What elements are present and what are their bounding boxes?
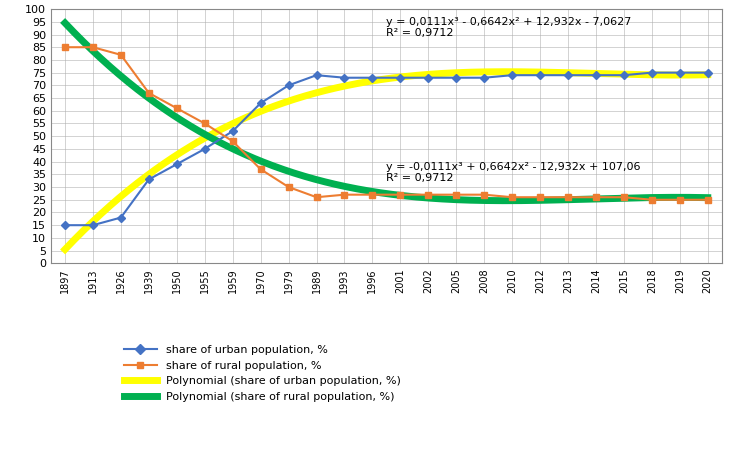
share of urban population, % (173, 162, 182, 167)
share of urban population, % (620, 73, 628, 78)
share of urban population, % (396, 75, 405, 80)
share of rural population, % (61, 44, 69, 50)
share of rural population, % (89, 44, 98, 50)
share of rural population, % (703, 197, 712, 202)
share of urban population, % (507, 73, 516, 78)
share of rural population, % (620, 194, 628, 200)
share of urban population, % (592, 73, 601, 78)
Polynomial (share of rural population, %) (366, 188, 375, 194)
Polynomial (share of urban population, %) (589, 71, 598, 76)
share of urban population, % (284, 83, 293, 88)
share of rural population, % (647, 197, 656, 202)
share of urban population, % (647, 70, 656, 75)
Polynomial (share of rural population, %) (443, 197, 452, 202)
share of urban population, % (368, 75, 377, 80)
share of rural population, % (675, 197, 684, 202)
Polynomial (share of urban population, %) (501, 69, 510, 74)
share of urban population, % (536, 73, 545, 78)
share of rural population, % (228, 138, 237, 144)
share of rural population, % (564, 194, 572, 200)
Line: Polynomial (share of rural population, %): Polynomial (share of rural population, %… (65, 23, 708, 201)
Text: y = -0,0111x³ + 0,6642x² - 12,932x + 107,06
R² = 0,9712: y = -0,0111x³ + 0,6642x² - 12,932x + 107… (386, 162, 641, 183)
share of rural population, % (536, 194, 545, 200)
share of urban population, % (117, 215, 125, 220)
share of rural population, % (592, 194, 601, 200)
Polynomial (share of rural population, %) (408, 194, 417, 199)
share of rural population, % (144, 90, 153, 96)
share of urban population, % (257, 100, 265, 106)
Polynomial (share of rural population, %) (370, 189, 378, 194)
Text: y = 0,0111x³ - 0,6642x² + 12,932x - 7,0627
R² = 0,9712: y = 0,0111x³ - 0,6642x² + 12,932x - 7,06… (386, 17, 632, 38)
Polynomial (share of urban population, %) (689, 72, 698, 78)
Line: share of rural population, %: share of rural population, % (62, 44, 711, 202)
share of urban population, % (424, 75, 433, 80)
Polynomial (share of urban population, %) (61, 247, 69, 252)
Polynomial (share of rural population, %) (501, 198, 510, 203)
share of rural population, % (452, 192, 461, 197)
share of urban population, % (564, 73, 572, 78)
Polynomial (share of urban population, %) (443, 70, 452, 76)
share of rural population, % (396, 192, 405, 197)
Polynomial (share of urban population, %) (370, 78, 378, 84)
Polynomial (share of rural population, %) (703, 195, 712, 200)
share of rural population, % (368, 192, 377, 197)
share of urban population, % (61, 222, 69, 228)
share of urban population, % (452, 75, 461, 80)
share of rural population, % (340, 192, 348, 197)
Legend: share of urban population, %, share of rural population, %, Polynomial (share of: share of urban population, %, share of r… (124, 345, 401, 402)
Polynomial (share of rural population, %) (61, 20, 69, 26)
share of rural population, % (200, 121, 209, 126)
share of urban population, % (89, 222, 98, 228)
share of rural population, % (507, 194, 516, 200)
Polynomial (share of urban population, %) (703, 72, 712, 78)
share of rural population, % (424, 192, 433, 197)
share of rural population, % (257, 167, 265, 172)
Polynomial (share of rural population, %) (689, 195, 698, 200)
share of urban population, % (144, 177, 153, 182)
share of rural population, % (173, 105, 182, 111)
share of urban population, % (675, 70, 684, 75)
share of urban population, % (228, 128, 237, 134)
Polynomial (share of rural population, %) (589, 196, 598, 202)
share of urban population, % (200, 146, 209, 152)
Line: share of urban population, %: share of urban population, % (62, 70, 711, 228)
share of urban population, % (312, 73, 321, 78)
Polynomial (share of urban population, %) (408, 73, 417, 79)
share of rural population, % (284, 184, 293, 190)
share of rural population, % (312, 194, 321, 200)
share of rural population, % (117, 52, 125, 58)
share of urban population, % (480, 75, 488, 80)
share of urban population, % (340, 75, 348, 80)
Polynomial (share of urban population, %) (366, 79, 375, 84)
share of urban population, % (703, 70, 712, 75)
Line: Polynomial (share of urban population, %): Polynomial (share of urban population, %… (65, 72, 708, 249)
share of rural population, % (480, 192, 488, 197)
